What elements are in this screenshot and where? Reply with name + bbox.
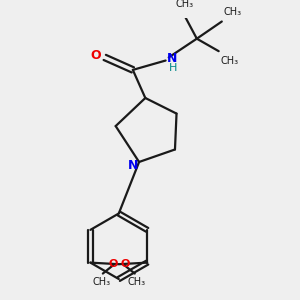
Text: CH₃: CH₃ [127,277,146,287]
Text: H: H [169,63,178,73]
Text: O: O [108,259,118,269]
Text: CH₃: CH₃ [175,0,194,9]
Text: CH₃: CH₃ [220,56,238,66]
Text: O: O [120,259,129,269]
Text: CH₃: CH₃ [92,277,110,287]
Text: O: O [90,49,101,62]
Text: CH₃: CH₃ [223,7,242,17]
Text: N: N [128,159,138,172]
Text: N: N [167,52,178,65]
